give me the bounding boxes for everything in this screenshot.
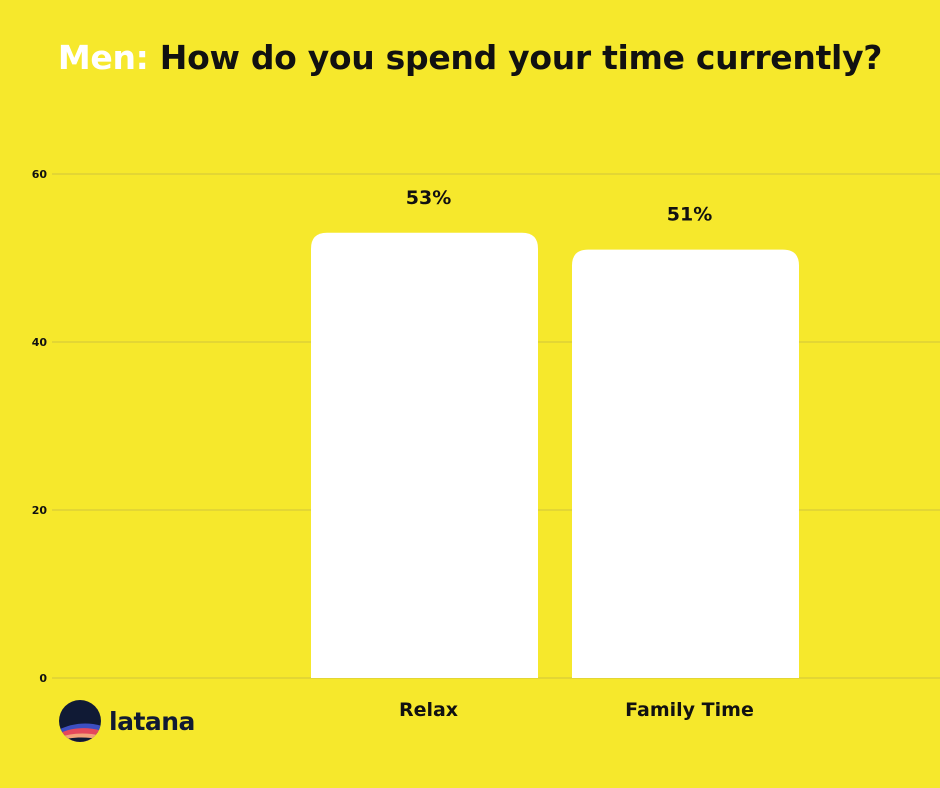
bar-family-time	[572, 249, 799, 678]
data-labels: 53% 51%	[406, 187, 712, 226]
latana-logo-icon	[59, 700, 101, 742]
bar-relax	[311, 232, 538, 679]
x-axis-tick-labels: Relax Family Time	[399, 699, 754, 721]
y-tick-label: 0	[39, 672, 47, 685]
y-tick-label: 60	[32, 168, 48, 181]
bars	[311, 232, 799, 679]
title-prefix: Men:	[57, 38, 149, 77]
data-label: 53%	[406, 187, 451, 209]
chart-title: Men: How do you spend your time currentl…	[0, 38, 940, 77]
x-tick-label: Family Time	[625, 699, 754, 721]
y-tick-label: 40	[32, 336, 48, 349]
data-label: 51%	[667, 204, 712, 226]
y-tick-label: 20	[32, 504, 48, 517]
x-tick-label: Relax	[399, 699, 458, 721]
title-main: How do you spend your time currently?	[159, 38, 883, 77]
latana-logo: latana	[58, 699, 195, 743]
latana-logo-text: latana	[109, 706, 195, 736]
y-axis-tick-labels: 0 20 40 60	[32, 168, 48, 685]
